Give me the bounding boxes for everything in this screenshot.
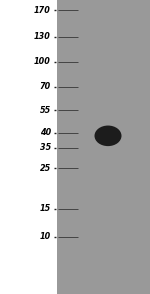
Ellipse shape	[94, 126, 122, 146]
Bar	[57, 0, 150, 294]
Text: 25: 25	[40, 164, 51, 173]
Text: 130: 130	[34, 32, 51, 41]
Text: 15: 15	[40, 204, 51, 213]
Text: 10: 10	[40, 232, 51, 241]
Text: 100: 100	[34, 57, 51, 66]
Text: 55: 55	[40, 106, 51, 115]
Text: 35: 35	[40, 143, 51, 152]
Text: 40: 40	[40, 128, 51, 137]
Text: 170: 170	[34, 6, 51, 15]
Text: 70: 70	[40, 82, 51, 91]
